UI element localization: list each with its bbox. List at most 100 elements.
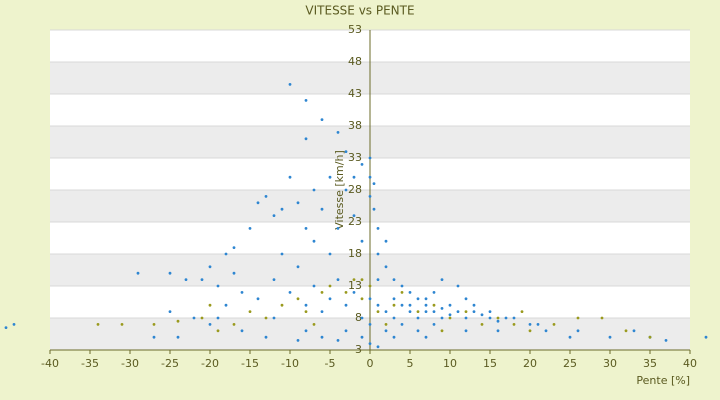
point	[328, 297, 332, 301]
point	[344, 188, 348, 192]
point	[504, 316, 508, 320]
point	[280, 303, 284, 307]
point	[272, 214, 276, 218]
point	[408, 310, 412, 313]
y-tick-label: 53	[348, 23, 362, 36]
x-tick-label: 40	[683, 357, 697, 370]
y-tick-label: 28	[348, 183, 362, 196]
point	[368, 297, 372, 301]
point	[352, 214, 356, 218]
point	[312, 323, 316, 326]
point	[360, 316, 364, 320]
point	[448, 313, 452, 317]
point	[528, 329, 532, 333]
point	[376, 345, 380, 349]
point	[296, 265, 300, 269]
x-tick-label: -15	[241, 357, 259, 370]
x-tick-label: 5	[407, 357, 414, 370]
point	[336, 339, 340, 342]
point	[424, 335, 428, 339]
point	[176, 335, 180, 339]
point	[368, 156, 372, 160]
point	[200, 316, 204, 320]
point	[464, 310, 468, 313]
point	[384, 310, 388, 313]
x-tick-label: -20	[201, 357, 219, 370]
point	[496, 316, 500, 320]
point	[400, 284, 404, 288]
point	[632, 329, 636, 333]
point	[512, 316, 516, 320]
point	[256, 201, 260, 205]
point	[280, 252, 284, 256]
point	[304, 137, 308, 141]
point	[456, 310, 460, 313]
point	[400, 303, 404, 307]
point	[464, 297, 468, 301]
point	[168, 310, 172, 313]
x-tick-label: -25	[161, 357, 179, 370]
point	[312, 239, 316, 243]
point	[408, 303, 412, 307]
point	[528, 323, 532, 326]
point	[264, 335, 268, 339]
x-tick-label: -40	[41, 357, 59, 370]
point	[536, 323, 540, 326]
point	[424, 310, 428, 313]
point	[320, 335, 324, 339]
point	[352, 278, 356, 281]
point	[376, 227, 380, 230]
point	[512, 323, 516, 326]
point	[280, 207, 284, 211]
x-tick-label: -35	[81, 357, 99, 370]
point	[472, 310, 476, 313]
y-tick-label: 18	[348, 247, 362, 260]
point	[264, 195, 268, 198]
point	[384, 265, 388, 269]
point	[136, 271, 140, 275]
point	[120, 323, 124, 326]
x-tick-label: -30	[121, 357, 139, 370]
point	[216, 329, 220, 333]
point	[312, 284, 316, 288]
point	[392, 297, 396, 301]
point	[440, 316, 444, 320]
point	[96, 323, 100, 326]
point	[552, 323, 556, 326]
point	[320, 310, 324, 313]
point	[704, 335, 708, 339]
x-axis-title: Pente [%]	[636, 374, 690, 387]
point	[424, 297, 428, 301]
point	[216, 284, 220, 288]
point	[304, 227, 308, 230]
point	[232, 271, 236, 275]
point	[336, 278, 340, 281]
point	[400, 291, 404, 294]
point	[424, 303, 428, 307]
x-tick-label: 35	[643, 357, 657, 370]
point	[488, 310, 492, 313]
point	[376, 252, 380, 256]
point	[304, 99, 308, 102]
point	[296, 339, 300, 342]
point	[4, 326, 8, 329]
point	[208, 303, 212, 307]
point	[192, 316, 196, 320]
x-tick-label: 30	[603, 357, 617, 370]
point	[376, 303, 380, 307]
point	[168, 271, 172, 275]
point	[544, 329, 548, 333]
point	[344, 303, 348, 307]
point	[272, 316, 276, 320]
point	[448, 303, 452, 307]
point	[400, 323, 404, 326]
point	[312, 188, 316, 192]
point	[488, 316, 492, 320]
y-tick-label: 23	[348, 215, 362, 228]
point	[360, 278, 364, 281]
point	[372, 207, 376, 211]
point	[344, 291, 348, 294]
point	[320, 118, 324, 121]
point	[336, 131, 340, 134]
point	[472, 303, 476, 307]
